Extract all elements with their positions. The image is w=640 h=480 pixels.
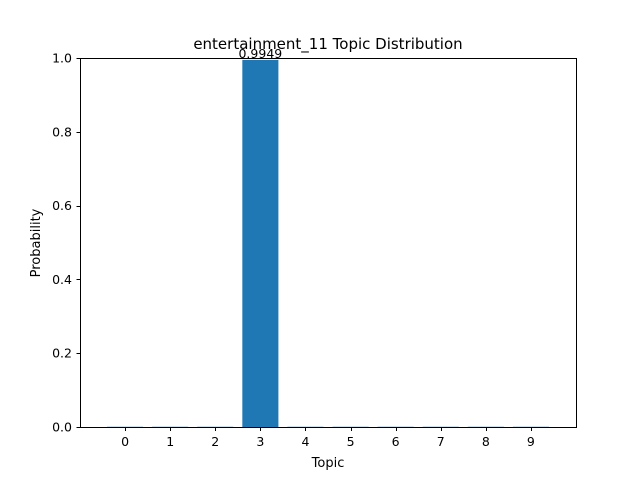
y-axis: 0.0 0.2 0.4 0.6 0.8 1.0 [52, 51, 81, 435]
x-tick-label: 9 [527, 434, 535, 449]
y-tick-label: 0.8 [52, 124, 72, 139]
x-tick-label: 5 [347, 434, 355, 449]
x-tick-label: 6 [392, 434, 400, 449]
x-tick-label: 2 [211, 434, 219, 449]
y-tick-label: 0.4 [52, 272, 72, 287]
data-labels: 0.9949 [238, 46, 282, 61]
x-tick-label: 7 [437, 434, 445, 449]
x-axis: 0 1 2 3 4 5 6 7 8 9 [121, 427, 535, 449]
data-label-topic-3: 0.9949 [238, 46, 282, 61]
y-tick-label: 1.0 [52, 51, 72, 66]
y-tick-label: 0.2 [52, 346, 72, 361]
bars [107, 59, 549, 428]
chart-title: entertainment_11 Topic Distribution [193, 35, 462, 54]
x-tick-label: 3 [256, 434, 264, 449]
y-tick-label: 0.6 [52, 198, 72, 213]
plot-frame [80, 58, 577, 428]
x-tick-label: 4 [301, 434, 309, 449]
y-tick-label: 0.0 [52, 420, 72, 435]
x-axis-label: Topic [311, 456, 345, 471]
x-tick-label: 0 [121, 434, 129, 449]
x-tick-label: 8 [482, 434, 490, 449]
bar-topic-3 [242, 59, 279, 428]
x-tick-label: 1 [166, 434, 174, 449]
y-axis-label: Probability [29, 208, 44, 277]
